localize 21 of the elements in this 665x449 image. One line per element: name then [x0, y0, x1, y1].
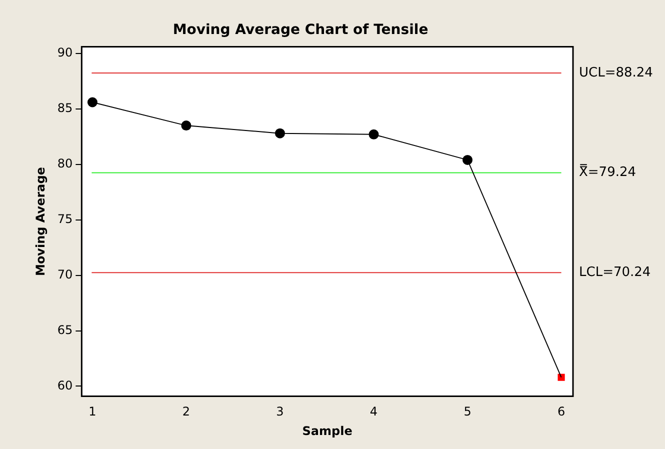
x-tick-label: 5 — [464, 404, 472, 419]
y-tick-label: 70 — [57, 267, 73, 282]
x-tick-label: 4 — [370, 404, 378, 419]
x-tick-label: 6 — [557, 404, 566, 419]
ref-line-label: UCL=88.24 — [579, 65, 653, 80]
point — [558, 374, 565, 381]
y-tick-label: 65 — [57, 322, 73, 337]
y-tick-label: 75 — [57, 212, 73, 226]
y-tick-label: 60 — [57, 378, 73, 392]
x-tick-label: 3 — [276, 404, 284, 419]
ref-line-label: LCL=70.24 — [579, 265, 651, 280]
x-tick-label: 1 — [88, 404, 96, 419]
y-tick-label: 80 — [57, 156, 73, 170]
chart-title: Moving Average Chart of Tensile — [172, 22, 428, 38]
x-tick-label: 2 — [182, 404, 190, 419]
y-tick-label: 85 — [57, 101, 73, 116]
ref-line-label: X̿=79.24 — [579, 164, 636, 180]
x-axis-title: Sample — [302, 424, 352, 438]
y-tick-label: 90 — [57, 46, 73, 60]
point — [87, 97, 98, 108]
y-axis-title: Moving Average — [33, 167, 48, 276]
